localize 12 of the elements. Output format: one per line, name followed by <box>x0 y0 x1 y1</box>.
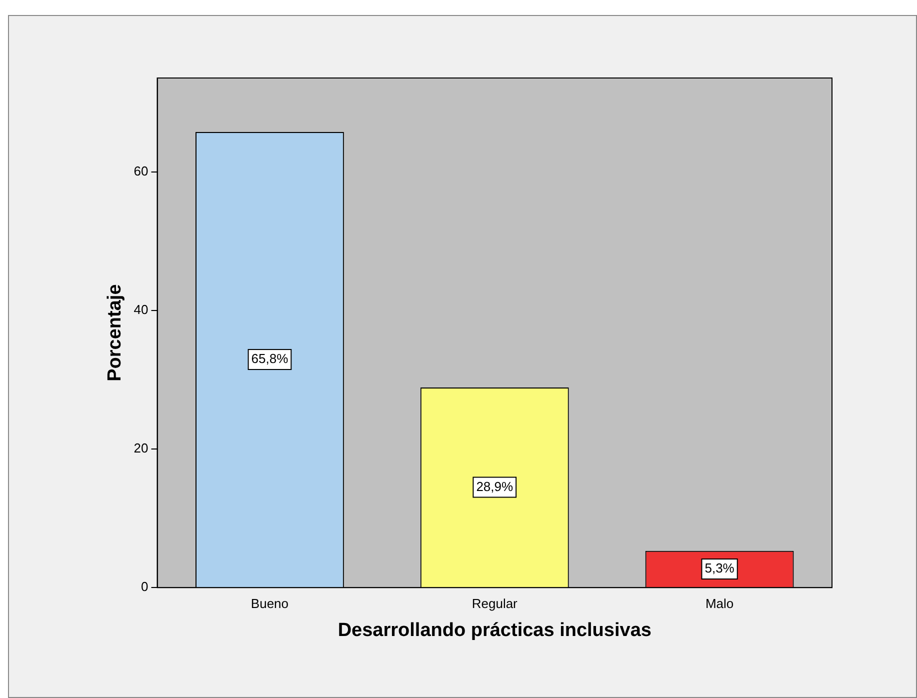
y-tick-label: 40 <box>134 302 148 318</box>
data-label: 65,8% <box>251 351 289 366</box>
x-tick-label: Malo <box>705 596 734 611</box>
y-tick-label: 20 <box>134 440 148 456</box>
x-axis-title: Desarrollando prácticas inclusivas <box>338 620 652 641</box>
y-axis-title: Porcentaje <box>104 284 126 382</box>
x-tick-label: Regular <box>472 596 518 611</box>
data-label: 5,3% <box>704 560 735 576</box>
y-tick-label: 60 <box>134 164 148 179</box>
data-label: 28,9% <box>476 478 514 494</box>
x-tick-label: Bueno <box>250 596 289 611</box>
y-tick-label: 0 <box>141 579 148 594</box>
